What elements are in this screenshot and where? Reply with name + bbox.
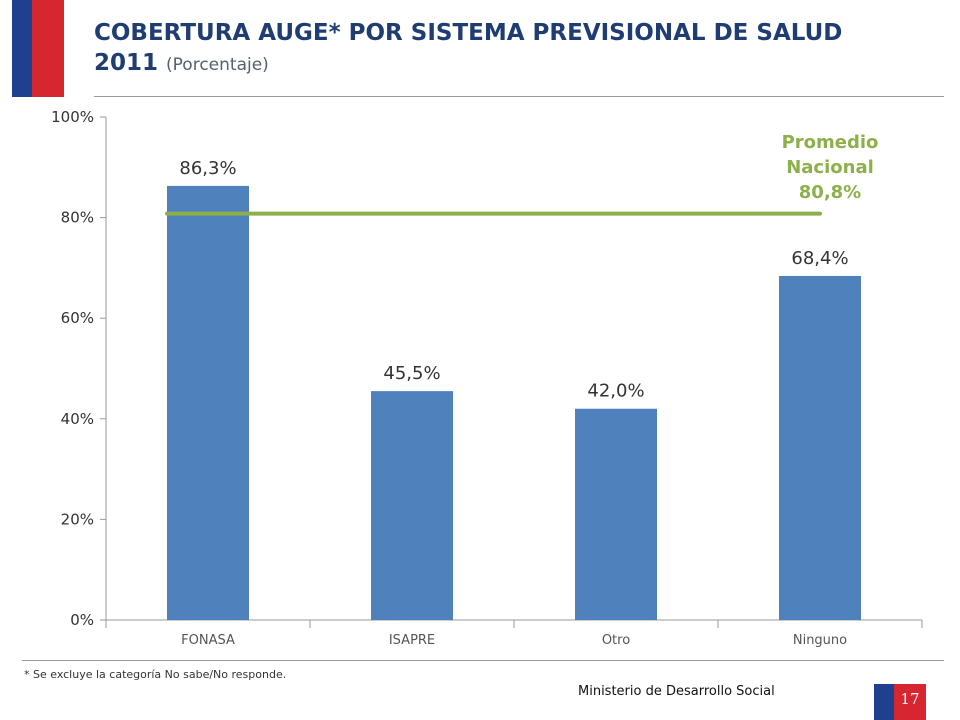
bars: 86,3% 45,5% 42,0% 68,4% — [167, 158, 861, 620]
y-tick-label: 80% — [61, 209, 94, 227]
x-tick-label: Ninguno — [793, 633, 847, 648]
y-axis: 0% 20% 40% 60% 80% 100% — [51, 108, 107, 629]
average-label: Promedio Nacional 80,8% — [740, 130, 920, 205]
y-tick-label: 40% — [61, 410, 94, 428]
flag-blue-stripe — [12, 0, 32, 97]
footer-divider — [22, 660, 944, 661]
data-label: 68,4% — [791, 248, 848, 269]
y-tick-label: 100% — [51, 108, 94, 126]
flag-red-stripe — [32, 0, 64, 97]
x-tick-label: ISAPRE — [389, 633, 435, 648]
x-axis: FONASA ISAPRE Otro Ninguno — [105, 619, 923, 648]
ministry-name: Ministerio de Desarrollo Social — [578, 684, 775, 699]
x-tick-label: Otro — [602, 633, 630, 648]
title-subtitle: (Porcentaje) — [166, 55, 269, 75]
y-tick-label: 60% — [61, 309, 94, 327]
y-tick-label: 20% — [61, 510, 94, 528]
average-label-line-2: Nacional — [786, 157, 874, 178]
badge-red-stripe — [894, 684, 926, 720]
data-label: 42,0% — [587, 381, 644, 402]
page-number: 17 — [900, 690, 920, 708]
footnote: * Se excluye la categoría No sabe/No res… — [24, 668, 287, 681]
badge-blue-stripe — [874, 684, 894, 720]
bar — [371, 391, 453, 620]
page-title: COBERTURA AUGE* POR SISTEMA PREVISIONAL … — [94, 18, 934, 80]
bar — [779, 275, 861, 620]
average-label-line-3: 80,8% — [798, 182, 862, 203]
y-tick-label: 0% — [70, 611, 94, 629]
average-label-line-1: Promedio — [781, 132, 879, 153]
header-divider — [94, 96, 944, 97]
title-year: 2011 — [94, 50, 159, 76]
data-label: 86,3% — [179, 158, 236, 179]
bar — [575, 408, 657, 620]
x-tick-label: FONASA — [181, 633, 235, 648]
title-text: COBERTURA AUGE* POR SISTEMA PREVISIONAL … — [94, 20, 843, 46]
bar — [167, 185, 249, 620]
page-number-badge: 17 — [874, 684, 926, 720]
chile-flag-logo — [12, 0, 64, 97]
data-label: 45,5% — [383, 363, 440, 384]
